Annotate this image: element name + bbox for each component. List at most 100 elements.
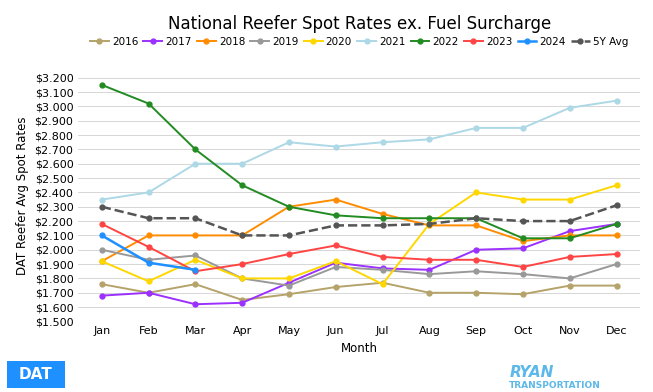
- 2021: [191, 162, 199, 166]
- 2017: [191, 302, 199, 307]
- 2016: [613, 283, 620, 288]
- 2022: [144, 101, 152, 106]
- Y-axis label: DAT Reefer Avg Spot Rates: DAT Reefer Avg Spot Rates: [16, 117, 29, 275]
- 2017: [425, 267, 433, 272]
- 2019: [519, 272, 527, 276]
- 2023: [425, 258, 433, 262]
- 2016: [191, 282, 199, 287]
- 2017: [332, 260, 340, 265]
- 2016: [98, 282, 106, 287]
- 2021: [332, 144, 340, 149]
- 2020: [332, 259, 340, 263]
- 2018: [98, 259, 106, 263]
- 2019: [472, 269, 480, 274]
- 2016: [285, 292, 293, 297]
- 2022: [613, 221, 620, 226]
- Text: RYAN: RYAN: [509, 365, 554, 380]
- Line: 2024: 2024: [99, 233, 198, 272]
- 2020: [285, 276, 293, 281]
- 5Y Avg: [472, 216, 480, 221]
- 2021: [238, 162, 246, 166]
- 2020: [191, 258, 199, 262]
- 2021: [613, 98, 620, 103]
- 2022: [425, 216, 433, 221]
- 5Y Avg: [285, 233, 293, 238]
- 2016: [519, 292, 527, 297]
- 2016: [472, 290, 480, 295]
- 2020: [472, 190, 480, 195]
- 2018: [238, 233, 246, 238]
- Legend: 2016, 2017, 2018, 2019, 2020, 2021, 2022, 2023, 2024, 5Y Avg: 2016, 2017, 2018, 2019, 2020, 2021, 2022…: [90, 37, 628, 47]
- 2022: [285, 204, 293, 209]
- 2018: [613, 233, 620, 238]
- 2021: [472, 125, 480, 130]
- 5Y Avg: [425, 221, 433, 226]
- 2019: [238, 276, 246, 281]
- 2024: [98, 233, 106, 238]
- 2019: [332, 265, 340, 269]
- 2019: [565, 276, 573, 281]
- 2017: [238, 300, 246, 305]
- 2020: [379, 282, 387, 287]
- 2018: [285, 204, 293, 209]
- 2018: [565, 233, 573, 238]
- 2020: [425, 221, 433, 226]
- 2016: [332, 285, 340, 289]
- 2022: [191, 147, 199, 152]
- Line: 2016: 2016: [99, 280, 619, 302]
- 5Y Avg: [144, 216, 152, 221]
- 2023: [144, 245, 152, 249]
- Line: 2022: 2022: [99, 82, 619, 241]
- 2016: [565, 283, 573, 288]
- 2020: [98, 259, 106, 263]
- 2023: [519, 265, 527, 269]
- 2016: [425, 290, 433, 295]
- 2022: [472, 216, 480, 221]
- 2022: [379, 216, 387, 221]
- 2019: [144, 258, 152, 262]
- 2022: [565, 236, 573, 241]
- 5Y Avg: [332, 223, 340, 228]
- 2020: [613, 183, 620, 188]
- Line: 2018: 2018: [99, 197, 619, 264]
- 5Y Avg: [98, 204, 106, 209]
- 2019: [425, 272, 433, 276]
- Line: 2019: 2019: [99, 247, 619, 288]
- 2022: [238, 183, 246, 188]
- 2018: [472, 223, 480, 228]
- 2023: [565, 254, 573, 259]
- 2020: [565, 197, 573, 202]
- 2018: [379, 212, 387, 216]
- 2019: [191, 253, 199, 258]
- 2021: [379, 140, 387, 145]
- 5Y Avg: [379, 223, 387, 228]
- 2016: [144, 290, 152, 295]
- 2019: [285, 283, 293, 288]
- 2020: [238, 276, 246, 281]
- 2021: [144, 190, 152, 195]
- 2020: [144, 279, 152, 284]
- 5Y Avg: [613, 203, 620, 208]
- Line: 2023: 2023: [99, 221, 619, 274]
- 2022: [332, 213, 340, 218]
- 2023: [98, 221, 106, 226]
- 2018: [425, 223, 433, 228]
- 2021: [425, 137, 433, 142]
- 2019: [98, 247, 106, 252]
- Text: TRANSPORTATION: TRANSPORTATION: [509, 381, 601, 390]
- 2017: [613, 221, 620, 226]
- 2017: [285, 280, 293, 285]
- 2017: [472, 247, 480, 252]
- 2021: [98, 197, 106, 202]
- 2024: [144, 260, 152, 265]
- 2023: [285, 252, 293, 256]
- 2023: [332, 243, 340, 248]
- 2018: [144, 233, 152, 238]
- 2023: [191, 269, 199, 274]
- 2017: [519, 246, 527, 250]
- Line: 5Y Avg: 5Y Avg: [99, 203, 619, 238]
- 2020: [519, 197, 527, 202]
- Line: 2021: 2021: [99, 98, 619, 202]
- 2018: [191, 233, 199, 238]
- 5Y Avg: [238, 233, 246, 238]
